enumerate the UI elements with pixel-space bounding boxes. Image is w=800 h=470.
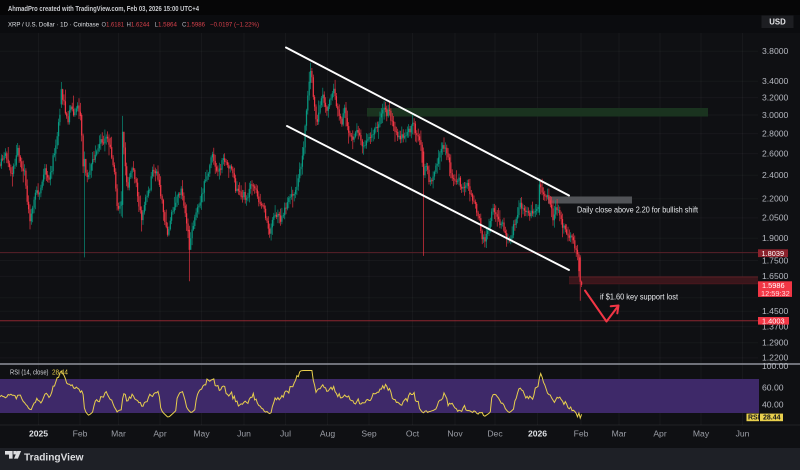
svg-text:1.5986: 1.5986 bbox=[762, 281, 785, 290]
svg-text:1.2200: 1.2200 bbox=[762, 353, 789, 363]
svg-text:28.44: 28.44 bbox=[763, 415, 781, 422]
svg-text:3.8000: 3.8000 bbox=[762, 46, 789, 56]
svg-text:40.00: 40.00 bbox=[762, 399, 784, 409]
svg-text:Nov: Nov bbox=[447, 429, 463, 439]
svg-text:1.4003: 1.4003 bbox=[762, 316, 785, 325]
svg-text:Feb: Feb bbox=[574, 429, 589, 439]
svg-text:May: May bbox=[693, 429, 710, 439]
svg-text:3.4000: 3.4000 bbox=[762, 76, 789, 86]
svg-text:3.2000: 3.2000 bbox=[762, 92, 789, 102]
svg-text:1.4500: 1.4500 bbox=[762, 306, 789, 316]
svg-text:C1.5986: C1.5986 bbox=[182, 21, 205, 28]
svg-text:1.9000: 1.9000 bbox=[762, 233, 789, 243]
svg-text:1.2900: 1.2900 bbox=[762, 338, 789, 348]
svg-text:1.7500: 1.7500 bbox=[762, 255, 789, 265]
svg-text:L1.5864: L1.5864 bbox=[155, 21, 178, 28]
svg-text:RSI: RSI bbox=[748, 415, 760, 422]
svg-text:2.6000: 2.6000 bbox=[762, 148, 789, 158]
svg-text:May: May bbox=[193, 429, 210, 439]
svg-text:2.0500: 2.0500 bbox=[762, 213, 789, 223]
svg-text:Dec: Dec bbox=[487, 429, 503, 439]
svg-text:2.8000: 2.8000 bbox=[762, 128, 789, 138]
svg-text:AhmadPro created with TradingV: AhmadPro created with TradingView.com, F… bbox=[8, 4, 200, 13]
svg-text:RSI (14, close): RSI (14, close) bbox=[10, 369, 49, 376]
svg-text:Daily close above 2.20 for bul: Daily close above 2.20 for bullish shift bbox=[577, 205, 699, 215]
svg-text:Oct: Oct bbox=[406, 429, 420, 439]
svg-text:Apr: Apr bbox=[653, 429, 667, 439]
svg-text:if $1.60 key support lost: if $1.60 key support lost bbox=[600, 292, 679, 302]
svg-text:28.44: 28.44 bbox=[52, 369, 68, 376]
svg-text:2026: 2026 bbox=[528, 429, 547, 439]
svg-text:2.2000: 2.2000 bbox=[762, 194, 789, 204]
svg-text:2.4000: 2.4000 bbox=[762, 170, 789, 180]
svg-text:Mar: Mar bbox=[612, 429, 627, 439]
svg-text:XRP / U.S. Dollar · 1D · Coinb: XRP / U.S. Dollar · 1D · Coinbase bbox=[8, 21, 99, 28]
svg-text:O1.6181: O1.6181 bbox=[102, 21, 125, 28]
svg-text:USD: USD bbox=[769, 17, 786, 26]
svg-text:−0.0197 (−1.22%): −0.0197 (−1.22%) bbox=[210, 21, 259, 28]
svg-text:Jun: Jun bbox=[736, 429, 750, 439]
svg-text:1.8039: 1.8039 bbox=[762, 249, 785, 258]
svg-text:2025: 2025 bbox=[29, 429, 48, 439]
svg-text:1.6500: 1.6500 bbox=[762, 271, 789, 281]
svg-text:3.0000: 3.0000 bbox=[762, 110, 789, 120]
svg-text:1.3700: 1.3700 bbox=[762, 321, 789, 331]
svg-text:Aug: Aug bbox=[320, 429, 336, 439]
svg-text:Sep: Sep bbox=[361, 429, 377, 439]
svg-text:Jun: Jun bbox=[237, 429, 251, 439]
svg-text:Jul: Jul bbox=[280, 429, 291, 439]
svg-text:100.00: 100.00 bbox=[762, 361, 789, 371]
svg-text:Apr: Apr bbox=[153, 429, 167, 439]
svg-text:12:59:32: 12:59:32 bbox=[761, 289, 790, 298]
svg-text:TradingView: TradingView bbox=[24, 452, 84, 463]
svg-text:60.00: 60.00 bbox=[762, 382, 784, 392]
svg-text:Feb: Feb bbox=[73, 429, 88, 439]
svg-text:Mar: Mar bbox=[111, 429, 126, 439]
svg-text:H1.6244: H1.6244 bbox=[127, 21, 150, 28]
